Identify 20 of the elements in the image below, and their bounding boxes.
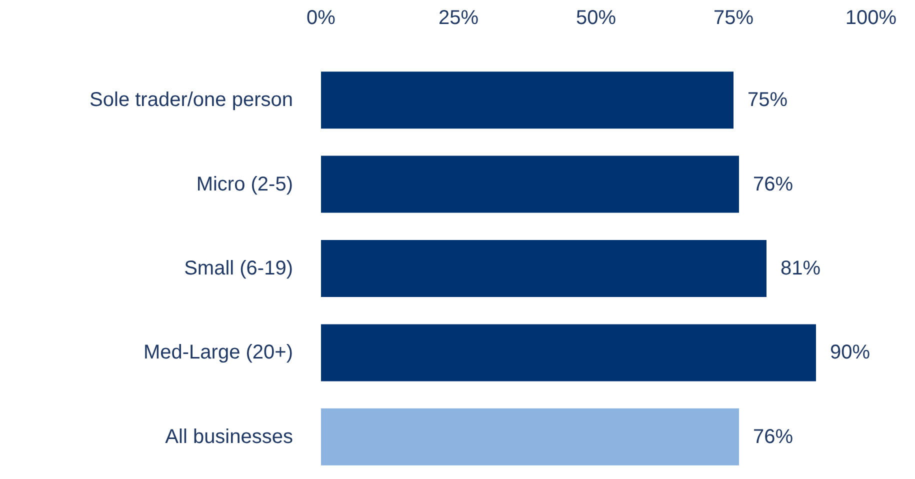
x-tick-label: 0%: [306, 7, 336, 29]
bar: [321, 72, 734, 129]
data-label: 76%: [753, 426, 794, 448]
y-tick-label: All businesses: [165, 426, 293, 448]
y-tick-label: Med-Large (20+): [143, 342, 293, 364]
x-tick-label: 25%: [438, 7, 479, 29]
bar: [321, 408, 739, 466]
y-tick-label: Sole trader/one person: [90, 89, 293, 112]
y-tick-label: Small (6-19): [184, 258, 293, 280]
bar: [321, 156, 739, 213]
data-label: 90%: [830, 342, 870, 364]
y-tick-label: Micro (2-5): [196, 173, 293, 196]
x-tick-label: 100%: [845, 7, 897, 29]
x-tick-label: 50%: [576, 7, 616, 29]
x-tick-label: 75%: [713, 7, 754, 29]
data-label: 76%: [753, 173, 794, 196]
data-label: 75%: [748, 89, 788, 112]
data-label: 81%: [780, 258, 821, 280]
bar: [321, 324, 816, 382]
bar: [321, 240, 766, 297]
